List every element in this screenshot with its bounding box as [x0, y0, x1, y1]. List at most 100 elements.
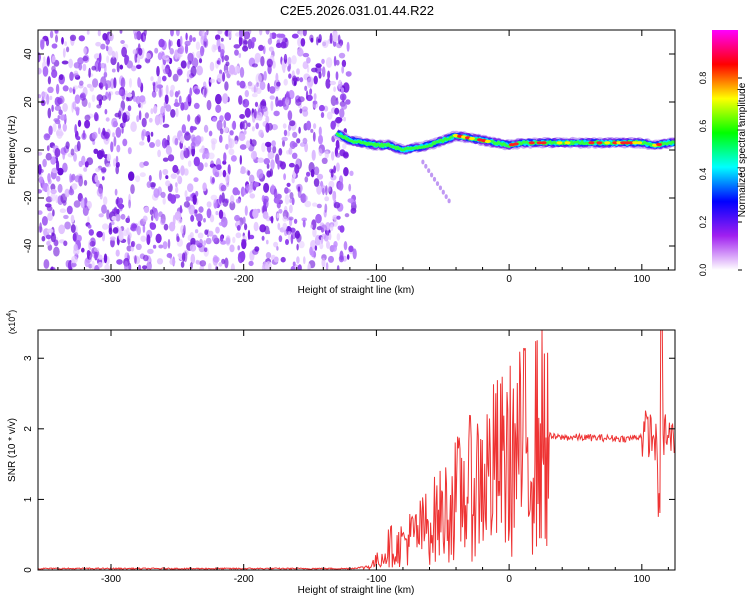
- noise-cell: [225, 237, 231, 245]
- noise-cell: [223, 120, 227, 128]
- noise-cell: [324, 150, 329, 159]
- noise-cell: [196, 65, 204, 76]
- noise-cell: [204, 247, 208, 253]
- noise-cell: [185, 32, 188, 41]
- noise-cell: [186, 78, 190, 83]
- noise-cell: [180, 60, 187, 69]
- noise-cell: [278, 148, 283, 156]
- noise-cell: [270, 215, 274, 224]
- noise-cell: [224, 81, 229, 91]
- noise-cell: [38, 67, 42, 75]
- noise-cell: [153, 188, 160, 198]
- noise-cell: [277, 222, 281, 230]
- noise-cell: [136, 30, 142, 41]
- noise-cell: [76, 136, 81, 141]
- noise-cell: [281, 60, 285, 71]
- noise-cell: [71, 183, 78, 190]
- colorbar-ticks: 0.0 0.2 0.4 0.6 0.8: [698, 72, 742, 276]
- noise-cell: [232, 236, 236, 244]
- noise-cell: [175, 182, 178, 188]
- noise-cell: [289, 198, 292, 204]
- noise-cell: [174, 211, 182, 221]
- noise-cell: [304, 85, 308, 92]
- noise-cell: [51, 69, 58, 79]
- noise-cell: [334, 100, 339, 105]
- noise-cell: [91, 94, 96, 103]
- noise-cell: [261, 235, 265, 241]
- noise-cell: [88, 229, 95, 236]
- noise-cell: [320, 224, 328, 232]
- noise-cell: [138, 110, 142, 121]
- noise-cell: [81, 97, 88, 107]
- noise-cell: [302, 61, 309, 70]
- noise-cell: [342, 143, 347, 150]
- noise-cell: [40, 99, 46, 107]
- noise-cell: [142, 215, 148, 222]
- noise-cell: [312, 202, 318, 207]
- snr-series-line: [38, 330, 675, 570]
- noise-cell: [336, 265, 340, 270]
- noise-cell: [199, 238, 203, 247]
- noise-cell: [43, 56, 46, 63]
- noise-cell: [324, 196, 330, 202]
- signal-artifact: [444, 194, 448, 200]
- noise-cell: [154, 114, 161, 126]
- noise-cell: [240, 121, 246, 130]
- noise-cell: [109, 236, 116, 241]
- noise-cell: [288, 216, 294, 221]
- noise-cell: [203, 218, 206, 223]
- noise-cell: [245, 140, 250, 149]
- noise-cell: [89, 240, 96, 247]
- noise-cell: [224, 257, 229, 269]
- noise-cell: [97, 61, 102, 72]
- noise-cell: [38, 94, 42, 99]
- noise-cell: [310, 37, 314, 43]
- noise-cell: [236, 80, 240, 86]
- noise-cell: [160, 105, 166, 117]
- colorbar-tick-label: 0.2: [698, 216, 708, 229]
- noise-cell: [312, 131, 316, 142]
- noise-cell: [78, 160, 83, 168]
- noise-cell: [121, 89, 126, 101]
- noise-cell: [128, 171, 135, 181]
- noise-cell: [194, 88, 201, 95]
- noise-cell: [91, 260, 95, 270]
- noise-cell: [217, 30, 223, 35]
- noise-cell: [149, 209, 154, 216]
- noise-cell: [62, 162, 68, 173]
- noise-cell: [263, 182, 270, 193]
- noise-cell: [313, 178, 320, 187]
- noise-cell: [229, 201, 236, 211]
- noise-cell: [286, 182, 291, 187]
- noise-cell: [112, 132, 115, 138]
- noise-cell: [115, 155, 119, 164]
- noise-cell: [106, 55, 110, 64]
- x-tick-label: 100: [633, 274, 650, 285]
- noise-cell: [344, 213, 350, 218]
- noise-cell: [152, 244, 157, 249]
- noise-cell: [268, 46, 274, 52]
- noise-cell: [83, 179, 88, 186]
- signal-peak: [604, 141, 611, 145]
- noise-cell: [266, 239, 269, 245]
- noise-cell: [283, 78, 288, 86]
- noise-cell: [107, 46, 113, 56]
- noise-cell: [304, 195, 308, 201]
- noise-cell: [183, 224, 186, 236]
- noise-cell: [177, 173, 180, 183]
- noise-cell: [75, 107, 80, 116]
- noise-cell: [40, 39, 45, 50]
- noise-cell: [184, 44, 189, 54]
- noise-cell: [104, 63, 107, 74]
- noise-cell: [235, 232, 242, 239]
- snr-frame: [37, 329, 676, 571]
- noise-cell: [180, 261, 185, 268]
- noise-cell: [208, 152, 215, 160]
- noise-cell: [118, 110, 122, 120]
- noise-cell: [339, 250, 344, 261]
- noise-cell: [156, 258, 164, 265]
- signal-artifact: [435, 181, 440, 187]
- noise-cell: [83, 167, 88, 172]
- noise-cell: [131, 65, 137, 72]
